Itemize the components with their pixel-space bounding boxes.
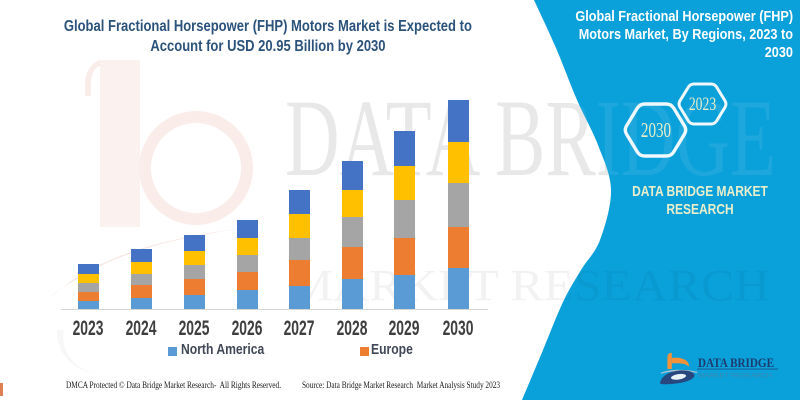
- svg-text:MARKET RESEARCH: MARKET RESEARCH: [289, 261, 770, 310]
- svg-text:2023: 2023: [689, 93, 716, 115]
- svg-text:DATA BRIDGE: DATA BRIDGE: [698, 355, 774, 370]
- svg-text:MARKET RESEARCH: MARKET RESEARCH: [698, 373, 772, 380]
- svg-text:2030: 2030: [641, 119, 671, 142]
